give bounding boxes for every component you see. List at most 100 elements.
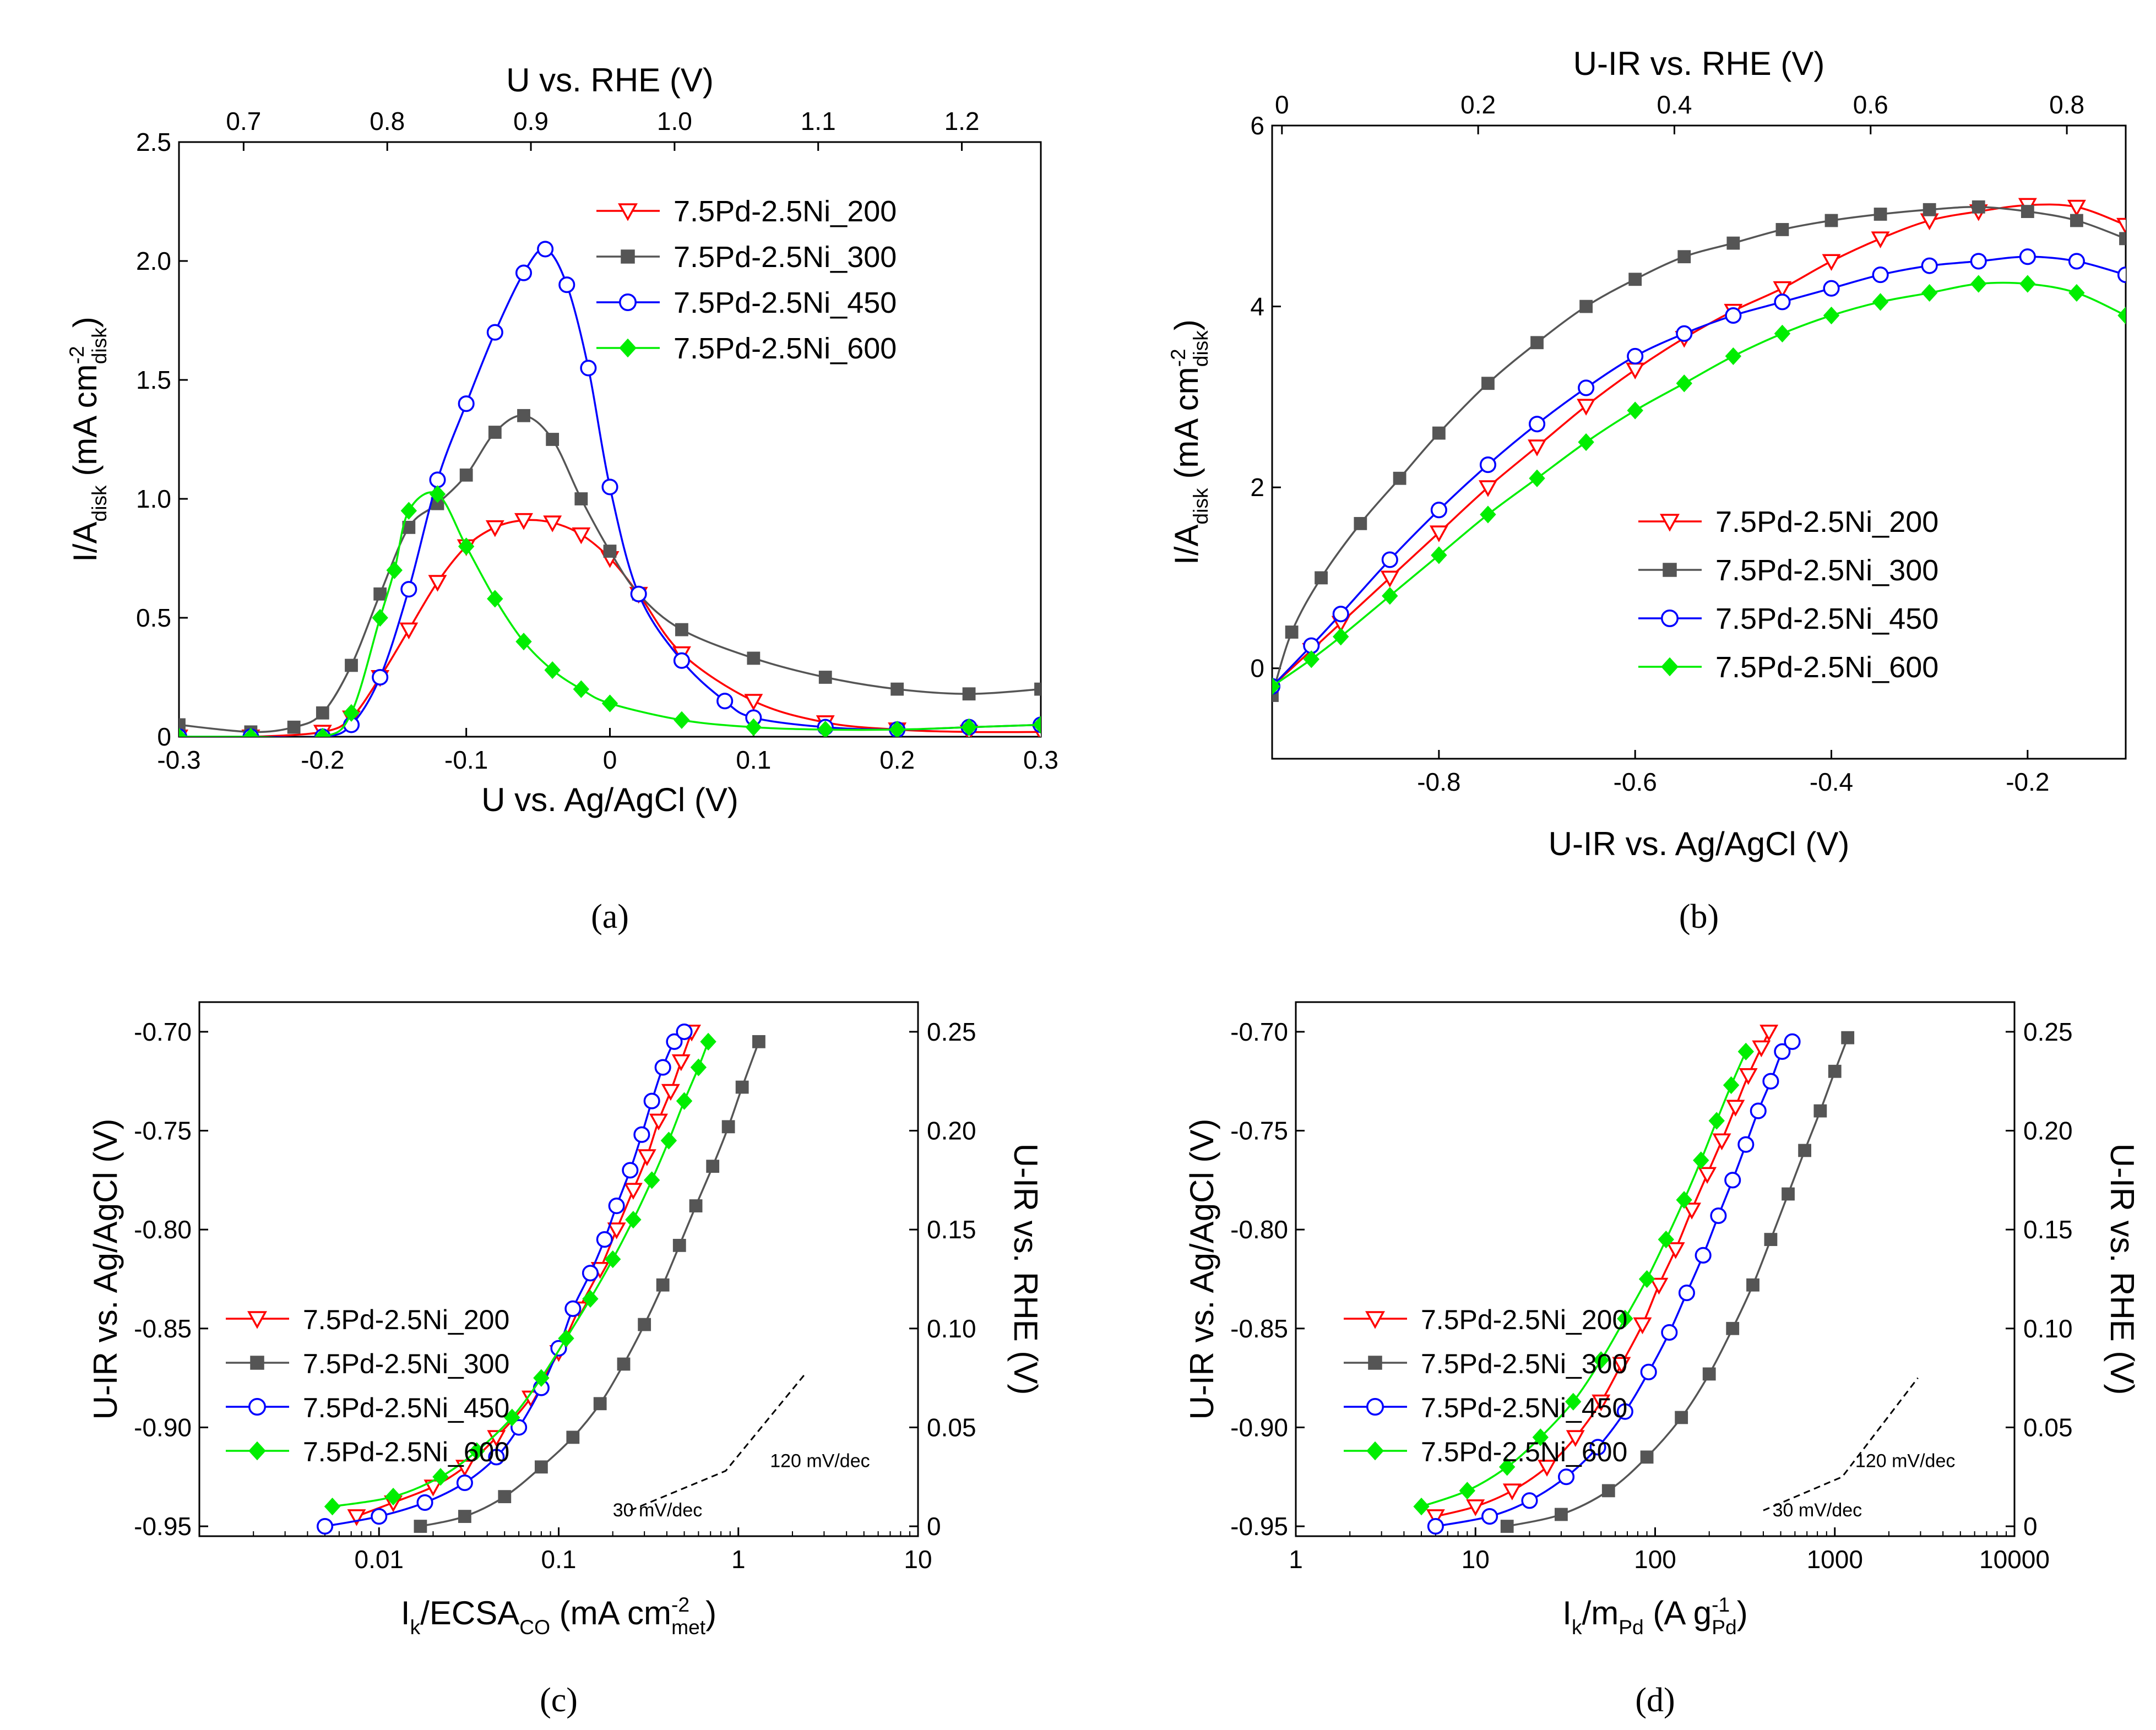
data-point	[1529, 469, 1545, 487]
legend-label: 7.5Pd-2.5Ni_300	[674, 241, 897, 274]
x-axis-title: U-IR vs. Ag/AgCl (V)	[1549, 825, 1850, 862]
data-point	[1841, 1031, 1855, 1044]
y-tick-label: -0.95	[134, 1512, 192, 1541]
data-point	[1798, 1144, 1812, 1157]
data-point	[242, 727, 259, 737]
data-point	[1592, 1394, 1611, 1412]
data-point	[1724, 1172, 1741, 1189]
data-point	[1429, 525, 1448, 542]
y-tick-label: -0.95	[1230, 1512, 1288, 1541]
legend-label: 7.5Pd-2.5Ni_450	[1715, 602, 1938, 635]
right-tick-label: 0.10	[927, 1314, 976, 1343]
data-point	[1970, 275, 1987, 293]
data-point	[617, 1357, 631, 1371]
data-point	[511, 1419, 528, 1436]
legend-marker	[1660, 514, 1680, 532]
data-point	[1774, 324, 1791, 342]
data-point	[400, 502, 417, 520]
data-point	[179, 727, 187, 737]
top-tick-label: 0	[1275, 90, 1289, 119]
data-point	[1285, 625, 1299, 639]
y-tick-label: -0.80	[134, 1215, 192, 1244]
data-point	[752, 1035, 765, 1048]
data-point	[399, 622, 419, 640]
data-point	[817, 720, 834, 737]
y-axis-title: U-IR vs. Ag/AgCl (V)	[1183, 1119, 1220, 1420]
panel-label: (c)	[540, 1682, 578, 1719]
data-point	[372, 668, 389, 686]
panel-label: (d)	[1635, 1682, 1675, 1719]
data-point	[416, 1494, 433, 1511]
y-tick-label: 0	[157, 722, 171, 751]
data-point	[458, 395, 475, 412]
data-point	[1413, 1498, 1430, 1516]
data-point	[1921, 257, 1938, 274]
data-point	[488, 426, 502, 439]
data-point	[488, 1449, 505, 1466]
legend-marker	[1368, 1356, 1382, 1370]
data-point	[1566, 1430, 1585, 1447]
data-point	[1593, 1351, 1609, 1369]
x-tick-label: 0.1	[541, 1545, 577, 1574]
x-tick-label: -0.1	[444, 746, 488, 774]
series-line	[1272, 255, 2126, 687]
series-s450	[316, 1023, 693, 1535]
tafel-slope-guide	[1763, 1377, 1919, 1511]
data-point	[1382, 587, 1398, 605]
top-tick-label: 1.0	[657, 107, 692, 135]
data-point	[514, 513, 533, 530]
top-tick-label: 0.8	[370, 107, 405, 135]
data-point	[656, 1278, 670, 1292]
data-point	[637, 1149, 656, 1166]
legend-marker	[1663, 563, 1677, 577]
y-tick-label: -0.85	[134, 1314, 192, 1343]
data-point	[1272, 677, 1280, 695]
data-point	[1612, 1357, 1631, 1374]
x-tick-label: 0	[603, 746, 617, 774]
legend-marker	[248, 1398, 266, 1416]
series-s450	[179, 241, 1041, 737]
data-point	[1530, 336, 1544, 350]
data-point	[1532, 1428, 1549, 1446]
series-layer	[179, 241, 1041, 737]
legend-label: 7.5Pd-2.5Ni_600	[1715, 651, 1938, 684]
legend: 7.5Pd-2.5Ni_200 7.5Pd-2.5Ni_300 7.5Pd-2.5N…	[1344, 1304, 1627, 1467]
data-point	[603, 545, 617, 558]
y-tick-label: 0	[1250, 654, 1264, 683]
data-point	[343, 704, 360, 722]
y-axis-title: U-IR vs. Ag/AgCl (V)	[87, 1119, 124, 1420]
right-axis-title: U-IR vs. RHE (V)	[2104, 1144, 2141, 1395]
legend-marker	[247, 1311, 267, 1329]
data-point	[1565, 1392, 1582, 1411]
data-point	[2019, 275, 2036, 293]
right-tick-label: 0.05	[2023, 1413, 2073, 1441]
data-point	[2021, 205, 2034, 218]
data-point	[1555, 1508, 1568, 1521]
data-point	[2117, 306, 2126, 325]
data-point	[458, 1510, 471, 1523]
data-point	[486, 324, 503, 341]
data-point	[1712, 1133, 1731, 1151]
x-tick-label: 0.01	[354, 1545, 404, 1574]
series-s450	[1272, 248, 2126, 695]
data-point	[1759, 1024, 1779, 1042]
data-point	[1774, 293, 1791, 311]
top-tick-label: 1.2	[944, 107, 980, 135]
data-point	[400, 581, 417, 598]
legend-marker	[621, 249, 635, 264]
data-point	[890, 682, 904, 696]
data-point	[1678, 1285, 1695, 1302]
data-point	[1972, 200, 1985, 214]
legend-marker	[1366, 1398, 1384, 1416]
y-tick-label: 2.0	[136, 247, 171, 275]
data-point	[1773, 281, 1792, 298]
data-point	[601, 694, 618, 712]
legend-label: 7.5Pd-2.5Ni_450	[1421, 1392, 1627, 1423]
legend-marker	[1661, 610, 1679, 627]
data-point	[1708, 1112, 1725, 1130]
data-point	[1601, 1484, 1615, 1498]
data-point	[1750, 1102, 1767, 1119]
data-point	[1737, 1042, 1755, 1060]
data-point	[735, 1080, 749, 1094]
data-point	[1638, 1270, 1655, 1288]
